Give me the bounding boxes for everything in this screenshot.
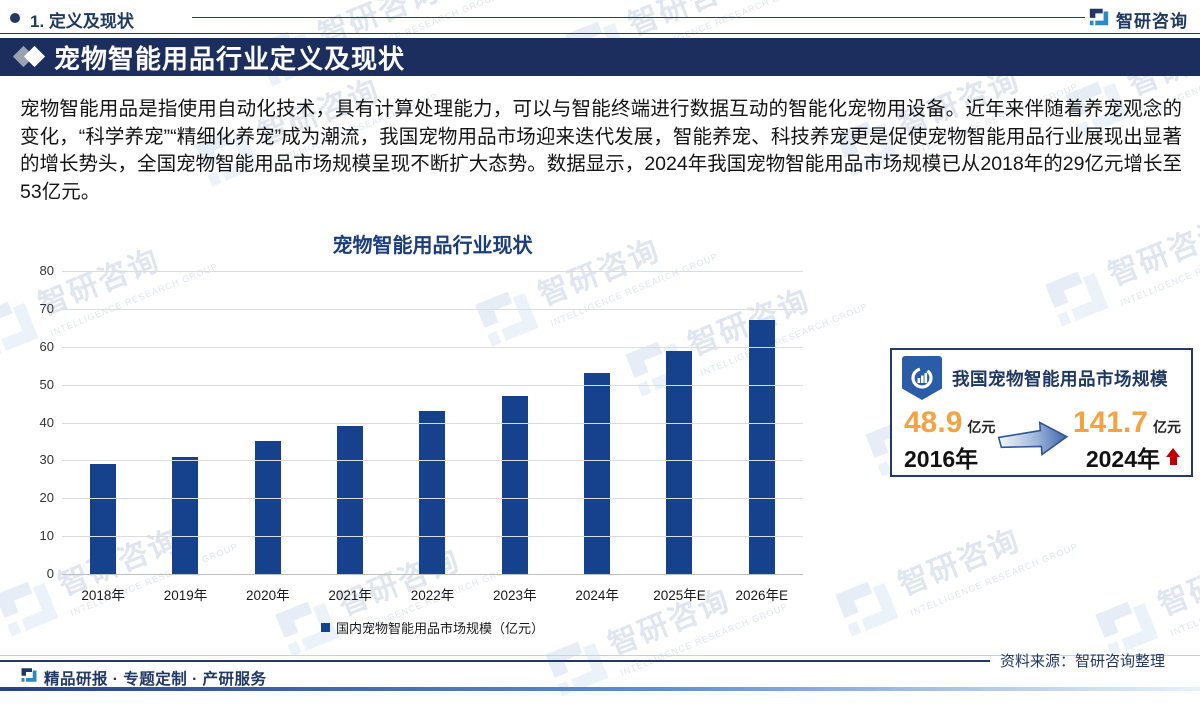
diamond-icon	[10, 38, 54, 76]
chart-bars	[62, 271, 803, 574]
x-axis-tick-label: 2021年	[328, 588, 372, 603]
x-axis-tick-label: 2023年	[493, 588, 537, 603]
section-bullet-icon	[10, 13, 20, 23]
gridline	[62, 384, 803, 386]
gridline	[62, 422, 803, 424]
legend-label: 国内宠物智能用品市场规模（亿元）	[335, 621, 544, 636]
market-size-card: 我国宠物智能用品市场规模 48.9 亿元 2016年	[890, 348, 1193, 477]
page-title: 宠物智能用品行业定义及现状	[54, 43, 406, 74]
x-axis-tick-label: 2020年	[246, 588, 290, 603]
trend-up-icon	[1166, 448, 1181, 466]
bar-2018年	[90, 464, 117, 574]
x-axis-tick-label: 2022年	[410, 588, 455, 603]
y-axis-tick-label: 10	[39, 528, 54, 544]
legend-marker-icon	[320, 623, 330, 632]
section-label: 1. 定义及现状	[30, 12, 134, 31]
page-title-bar: 宠物智能用品行业定义及现状	[0, 38, 1200, 76]
bar-slot	[474, 396, 556, 574]
bar-slot	[144, 456, 226, 574]
x-axis-tick-label: 2024年	[575, 588, 619, 603]
intro-paragraph: 宠物智能用品是指使用自动化技术，具有计算处理能力，可以与智能终端进行数据互动的智…	[20, 98, 1182, 203]
y-axis-tick-label: 40	[39, 414, 54, 430]
brand-logo-icon	[1088, 6, 1110, 33]
brand-name: 智研咨询	[1116, 12, 1188, 31]
footer-rule	[0, 660, 990, 662]
gridline	[62, 498, 803, 500]
bottom-accent-bar	[0, 687, 1200, 691]
stat-from-value: 48.9	[904, 406, 963, 439]
y-axis-tick-label: 80	[39, 263, 54, 278]
x-axis-tick-label: 2025年E	[653, 588, 706, 603]
bar-slot	[227, 441, 309, 574]
header-divider-line	[192, 17, 1085, 18]
gridline	[62, 460, 803, 462]
bar-slot	[391, 411, 473, 574]
x-axis-tick-label: 2018年	[81, 588, 125, 603]
chart-title: 宠物智能用品行业现状	[332, 235, 533, 257]
y-axis-tick-label: 60	[39, 338, 54, 354]
gridline	[62, 536, 803, 538]
source-note: 资料来源：智研咨询整理	[1000, 653, 1166, 670]
bar-slot	[556, 373, 638, 574]
footer-slogan-text: 精品研报 · 专题定制 · 产研服务	[44, 670, 267, 688]
y-axis-tick-label: 20	[39, 490, 54, 506]
bar-2021年	[337, 426, 364, 574]
growth-arrow-icon	[997, 419, 1071, 468]
y-axis-tick-label: 30	[39, 452, 54, 468]
stat-from-year: 2016年	[904, 446, 979, 472]
y-axis-tick-label: 50	[39, 376, 54, 392]
x-axis-tick-label: 2019年	[163, 588, 208, 603]
bar-2020年	[254, 441, 281, 574]
stat-to: 141.7 亿元 2024年	[1073, 406, 1181, 474]
bar-2022年	[419, 411, 446, 574]
bar-2024年	[584, 373, 611, 574]
bar-slot	[309, 426, 391, 574]
bar-2026年E	[748, 320, 775, 574]
stat-to-unit: 亿元	[1153, 419, 1181, 435]
stat-to-value: 141.7	[1072, 406, 1148, 439]
bar-2023年	[501, 396, 528, 574]
stat-to-year: 2024年	[1085, 446, 1160, 472]
stat-from: 48.9 亿元 2016年	[904, 406, 995, 474]
bar-slot	[721, 320, 803, 574]
x-axis-tick-label: 2026年E	[735, 588, 789, 603]
y-axis-tick-label: 70	[39, 300, 54, 316]
stat-from-unit: 亿元	[967, 419, 996, 435]
gridline	[62, 574, 803, 575]
gridline	[62, 308, 803, 310]
gridline	[62, 346, 803, 348]
chart-badge-icon	[902, 356, 942, 400]
chart-plot-area: 0 10 20 30 40 50 60 70 80	[40, 263, 803, 581]
chart-legend: 国内宠物智能用品市场规模（亿元）	[62, 618, 803, 637]
chart-x-axis-labels: 2018年 2019年 2020年 2021年 2022年 2023年 2024年 2025年…	[62, 584, 803, 604]
footer-slogan: 精品研报 · 专题定制 · 产研服务	[20, 666, 267, 689]
y-axis-tick-label: 0	[46, 566, 54, 581]
brand-logo: 智研咨询	[1088, 6, 1188, 33]
gridline	[62, 271, 803, 272]
bar-2019年	[172, 456, 199, 574]
card-title: 我国宠物智能用品市场规模	[952, 368, 1168, 389]
header-rule	[0, 33, 1200, 34]
footer-logo-icon	[20, 666, 38, 689]
bar-slot	[62, 464, 144, 574]
